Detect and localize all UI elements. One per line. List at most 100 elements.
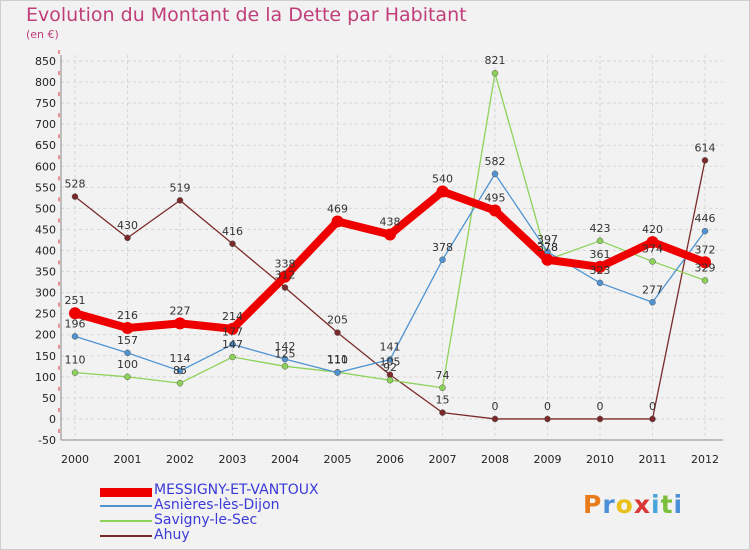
data-label: 214 — [222, 310, 243, 323]
x-tick-label: 2008 — [481, 453, 509, 466]
data-point — [439, 256, 446, 264]
data-label: 821 — [485, 54, 506, 67]
data-label: 397 — [537, 233, 558, 246]
data-point — [701, 277, 709, 284]
data-point — [124, 349, 131, 357]
data-point — [701, 227, 709, 235]
data-label: 329 — [695, 261, 716, 274]
y-tick-label: 600 — [35, 160, 56, 173]
y-tick-label: 700 — [35, 118, 56, 131]
data-label: 0 — [544, 400, 551, 413]
data-point — [439, 384, 446, 392]
x-tick-label: 2004 — [271, 453, 299, 466]
data-label: 374 — [642, 242, 663, 255]
data-point — [596, 237, 604, 245]
y-tick-label: 400 — [35, 245, 56, 258]
data-label: 125 — [275, 347, 296, 360]
data-label: 227 — [170, 304, 191, 317]
data-point — [176, 379, 184, 387]
legend-swatch-ahuy — [100, 535, 152, 537]
x-tick-label: 2012 — [691, 453, 719, 466]
data-label: 114 — [170, 352, 191, 365]
data-point — [701, 157, 709, 164]
logo-letter: x — [633, 490, 651, 519]
data-point — [491, 415, 499, 423]
data-label: 74 — [436, 369, 450, 382]
data-point — [436, 185, 449, 198]
logo-letter: i — [673, 490, 684, 519]
data-point — [281, 284, 289, 291]
y-tick-label: 150 — [35, 350, 56, 363]
data-point — [596, 415, 604, 423]
data-point — [649, 258, 656, 265]
data-point — [176, 197, 184, 204]
data-label: 338 — [275, 258, 296, 271]
data-point — [279, 270, 291, 283]
data-point — [281, 355, 289, 363]
legend-swatch-messigny — [100, 488, 152, 497]
data-point — [386, 356, 394, 363]
y-tick-label: 250 — [35, 308, 56, 321]
data-label: 177 — [222, 325, 243, 338]
data-point — [229, 341, 236, 348]
data-label: 438 — [380, 215, 401, 228]
data-label: 0 — [597, 400, 604, 413]
y-tick-label: 100 — [35, 371, 56, 384]
proxiti-logo: Proxiti — [583, 490, 683, 519]
data-point — [384, 228, 396, 241]
logo-letter: t — [660, 490, 674, 519]
data-label: 446 — [695, 212, 716, 225]
data-point — [649, 299, 656, 306]
data-label: 519 — [170, 181, 191, 194]
legend-label-ahuy: Ahuy — [154, 527, 190, 543]
y-tick-label: 200 — [35, 329, 56, 342]
legend-swatch-asnieres — [100, 505, 152, 507]
y-tick-label: 550 — [35, 181, 56, 194]
chart-title: Evolution du Montant de la Dette par Hab… — [26, 4, 467, 26]
x-tick-label: 2010 — [586, 453, 614, 466]
y-tick-label: 350 — [35, 266, 56, 279]
data-label: 361 — [590, 248, 611, 261]
y-tick-label: 800 — [35, 76, 56, 89]
data-label: 100 — [117, 358, 138, 371]
data-point — [71, 369, 79, 376]
data-label: 277 — [642, 283, 663, 296]
data-point — [699, 256, 711, 269]
data-point — [544, 415, 551, 423]
data-label: 378 — [537, 241, 558, 254]
data-label: 92 — [383, 361, 397, 374]
data-label: 205 — [327, 314, 348, 327]
data-label: 216 — [117, 309, 138, 322]
logo-letter: i — [651, 490, 661, 519]
data-label: 323 — [590, 264, 611, 277]
data-label: 196 — [65, 317, 86, 330]
data-point — [334, 329, 341, 336]
data-label: 85 — [173, 364, 187, 377]
data-point — [281, 363, 289, 370]
x-tick-label: 2005 — [324, 453, 352, 466]
data-point — [124, 373, 131, 381]
x-tick-label: 2011 — [639, 453, 667, 466]
data-label: 372 — [695, 243, 716, 256]
data-point — [124, 234, 131, 242]
y-tick-label: -50 — [38, 434, 56, 447]
y-tick-label: 450 — [35, 223, 56, 236]
data-point — [386, 376, 394, 384]
data-point — [229, 240, 236, 248]
data-point — [121, 321, 134, 334]
data-label: 147 — [222, 338, 243, 351]
legend-label-asnieres: Asnières-lès-Dijon — [154, 497, 280, 513]
data-point — [71, 193, 79, 200]
x-tick-label: 2006 — [376, 453, 404, 466]
data-point — [71, 333, 79, 340]
logo-letter: o — [615, 490, 634, 519]
data-point — [174, 317, 186, 330]
y-tick-label: 500 — [35, 202, 56, 215]
y-tick-label: 750 — [35, 97, 56, 110]
x-tick-label: 2002 — [166, 453, 194, 466]
data-point — [489, 204, 501, 217]
data-label: 15 — [436, 394, 450, 407]
data-label: 423 — [590, 222, 611, 235]
data-label: 378 — [537, 241, 558, 254]
data-point — [176, 367, 184, 375]
